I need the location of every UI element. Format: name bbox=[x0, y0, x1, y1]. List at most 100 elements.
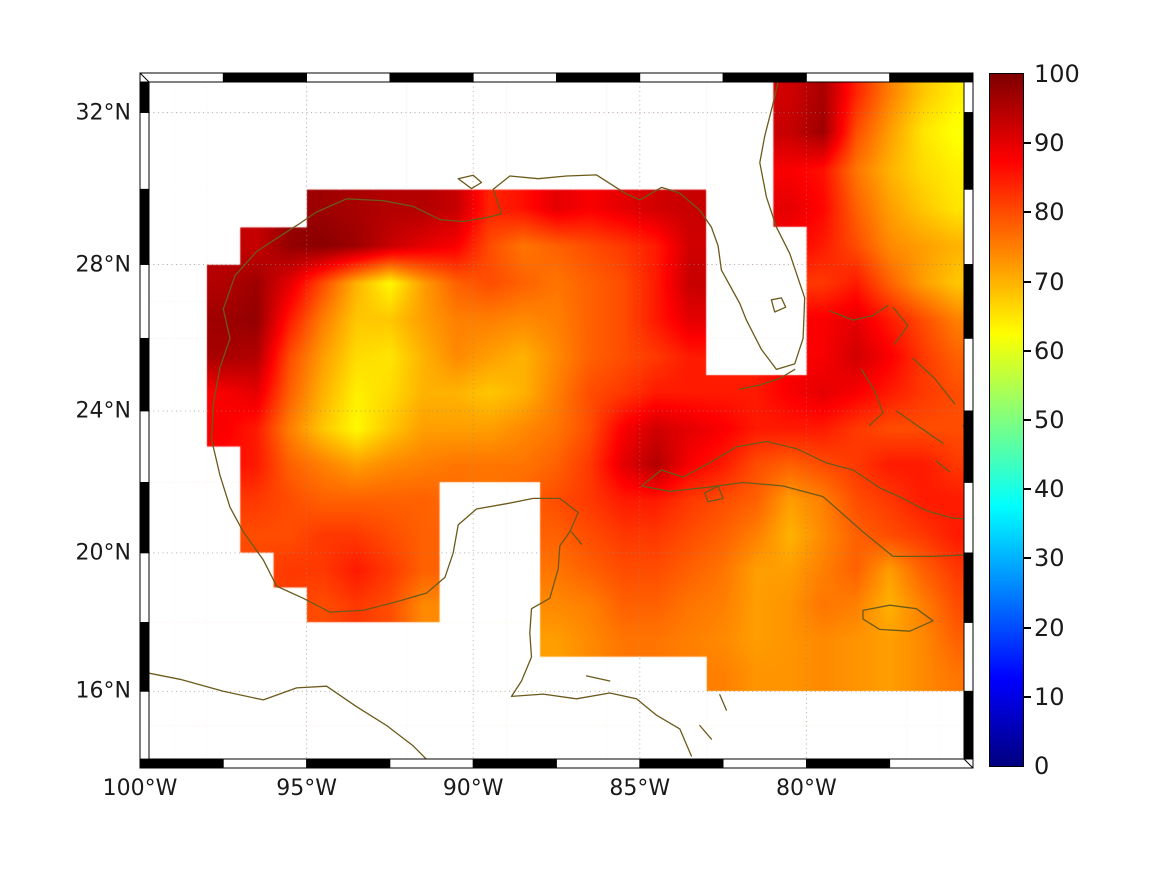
frame-segment bbox=[889, 72, 974, 83]
frame-segment bbox=[139, 552, 150, 623]
map-frame bbox=[139, 72, 974, 769]
frame-segment bbox=[139, 758, 224, 769]
frame-segment bbox=[139, 188, 150, 265]
frame-segment bbox=[963, 482, 974, 554]
frame-segment bbox=[139, 622, 150, 692]
frame-segment bbox=[306, 758, 391, 769]
coastline-path bbox=[210, 82, 806, 757]
frame-segment bbox=[639, 72, 724, 83]
colorbar-tick-label: 40 bbox=[1034, 475, 1065, 504]
y-tick-label: 28°N bbox=[75, 252, 131, 278]
frame-segment bbox=[139, 81, 150, 113]
frame-segment bbox=[389, 72, 474, 83]
frame-segment bbox=[472, 758, 557, 769]
frame-segment bbox=[222, 758, 308, 769]
coastline-path bbox=[770, 297, 787, 313]
frame-segment bbox=[139, 410, 150, 483]
colorbar-tick-label: 30 bbox=[1034, 544, 1065, 573]
colorbar-tick-label: 60 bbox=[1034, 336, 1065, 365]
frame-segment bbox=[806, 758, 891, 769]
frame-segment bbox=[963, 552, 974, 623]
frame-segment bbox=[222, 72, 308, 83]
colorbar-tick-mark bbox=[1024, 280, 1031, 283]
colorbar-tick-label: 90 bbox=[1034, 129, 1065, 158]
x-tick-label: 90°W bbox=[442, 776, 504, 801]
y-tick-label: 16°N bbox=[75, 678, 131, 704]
frame-segment bbox=[139, 690, 150, 760]
frame-segment bbox=[889, 758, 974, 769]
x-tick-label: 100°W bbox=[102, 776, 178, 801]
coastline-path bbox=[892, 306, 909, 345]
frame-segment bbox=[306, 72, 391, 83]
coastline-path bbox=[862, 604, 934, 632]
coastline-path bbox=[704, 485, 724, 503]
x-tick-label: 80°W bbox=[776, 776, 837, 801]
colorbar-tick-mark bbox=[1024, 211, 1031, 214]
coastlines bbox=[149, 82, 964, 759]
frame-segment bbox=[139, 482, 150, 554]
frame-segment bbox=[963, 81, 974, 113]
coastline-path bbox=[570, 531, 583, 545]
coastline-path bbox=[640, 440, 964, 558]
frame-corner-miter bbox=[139, 758, 150, 769]
frame-outer-edge bbox=[139, 72, 974, 769]
colorbar-tick-mark bbox=[1024, 142, 1031, 145]
frame-corner-miter bbox=[963, 72, 974, 83]
frame-segment bbox=[722, 758, 807, 769]
coastline-path bbox=[585, 675, 611, 682]
colorbar-tick-label: 70 bbox=[1034, 267, 1065, 296]
coastline-path bbox=[739, 368, 796, 390]
frame-segment bbox=[722, 72, 807, 83]
coastline-path bbox=[860, 368, 884, 427]
frame-corner-miter bbox=[139, 72, 150, 83]
coastline-path bbox=[829, 304, 889, 321]
coastline-path bbox=[457, 174, 483, 190]
colorbar-tick-mark bbox=[1024, 419, 1031, 421]
frame-inner-edge bbox=[148, 81, 965, 760]
frame-segment bbox=[639, 758, 724, 769]
frame-segment bbox=[139, 337, 150, 412]
frame-segment bbox=[556, 72, 641, 83]
coastline-path bbox=[912, 357, 956, 405]
colorbar-tick-mark bbox=[1024, 488, 1031, 491]
y-tick-label: 24°N bbox=[75, 398, 131, 424]
y-tick-label: 32°N bbox=[75, 100, 131, 126]
coastline-path bbox=[699, 724, 713, 740]
colorbar-tick-label: 50 bbox=[1034, 406, 1065, 434]
frame-segment bbox=[963, 264, 974, 339]
frame-segment bbox=[139, 112, 150, 190]
frame-segment bbox=[963, 622, 974, 692]
heatmap-canvas bbox=[140, 73, 973, 768]
coastline-path bbox=[149, 672, 428, 759]
colorbar-gradient bbox=[989, 73, 1024, 767]
frame-segment bbox=[963, 112, 974, 190]
frame-segment bbox=[963, 410, 974, 483]
coastline-path bbox=[935, 460, 951, 473]
coastline-path bbox=[719, 694, 728, 711]
colorbar-tick-label: 80 bbox=[1034, 198, 1065, 227]
x-tick-label: 95°W bbox=[276, 776, 337, 801]
frame-segment bbox=[963, 188, 974, 265]
colorbar-tick-mark bbox=[1024, 626, 1031, 629]
x-tick-label: 85°W bbox=[609, 776, 671, 801]
frame-corner-miter bbox=[963, 758, 974, 769]
frame-segment bbox=[139, 72, 224, 83]
frame-segment bbox=[806, 72, 891, 83]
frame-segment bbox=[472, 72, 557, 83]
colorbar-tick-label: 20 bbox=[1034, 613, 1065, 642]
coastline-path bbox=[895, 410, 944, 444]
colorbar-tick-label: 0 bbox=[1034, 752, 1050, 780]
colorbar-tick-mark bbox=[1024, 557, 1031, 560]
frame-segment bbox=[556, 758, 641, 769]
frame-segment bbox=[963, 337, 974, 412]
colorbar-tick-mark bbox=[1024, 349, 1031, 352]
frame-segment bbox=[389, 758, 474, 769]
colorbar-tick-label: 100 bbox=[1034, 60, 1080, 88]
frame-segment bbox=[963, 690, 974, 760]
colorbar-tick-mark bbox=[1024, 695, 1031, 698]
y-tick-label: 20°N bbox=[75, 540, 131, 566]
colorbar-tick-label: 10 bbox=[1034, 682, 1065, 711]
graticule bbox=[149, 82, 964, 759]
